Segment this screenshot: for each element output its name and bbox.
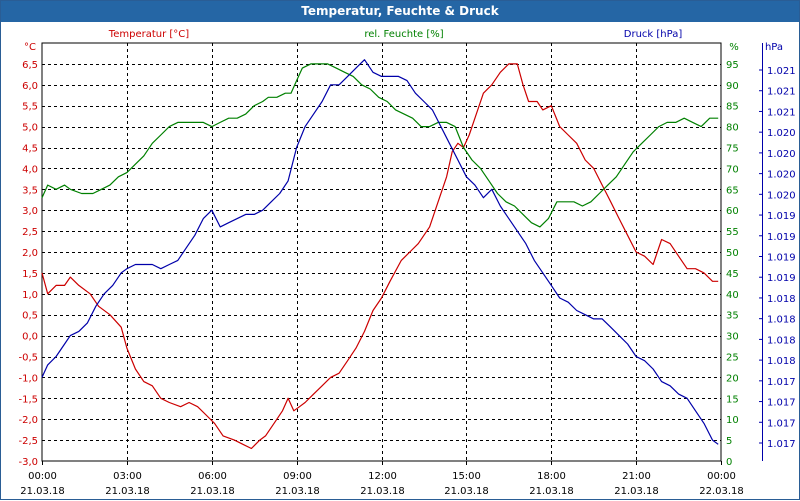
x-tick-time: 00:00: [28, 471, 57, 482]
temp-tick-label: 4,0: [22, 164, 38, 175]
pressure-tick-label: 1.019: [767, 273, 796, 284]
x-tick-time: 03:00: [113, 471, 142, 482]
humidity-tick-label: 35: [726, 311, 739, 322]
pressure-unit-label: hPa: [765, 42, 783, 53]
x-tick-time: 18:00: [537, 471, 566, 482]
temp-tick-label: 5,5: [22, 102, 38, 113]
x-tick-date: 21.03.18: [20, 486, 65, 497]
pressure-tick-label: 1.018: [767, 335, 796, 346]
pressure-tick-label: 1.017: [767, 377, 796, 388]
grid: [41, 42, 763, 465]
pressure-tick-label: 1.019: [767, 232, 796, 243]
humidity-tick-label: 5: [726, 436, 732, 447]
humidity-tick-label: 60: [726, 206, 739, 217]
temp-tick-label: -1,0: [18, 373, 38, 384]
pressure-tick-label: 1.021: [767, 87, 796, 98]
humidity-tick-label: 85: [726, 102, 739, 113]
x-tick-date: 22.03.18: [699, 486, 744, 497]
legend-humidity: rel. Feuchte [%]: [364, 29, 443, 40]
pressure-tick-label: 1.021: [767, 107, 796, 118]
x-tick-date: 21.03.18: [614, 486, 659, 497]
window-title: Temperatur, Feuchte & Druck: [1, 1, 799, 22]
pressure-tick-label: 1.018: [767, 356, 796, 367]
temp-tick-label: 1,5: [22, 269, 38, 280]
pressure-tick-label: 1.018: [767, 294, 796, 305]
temp-tick-label: -0,5: [18, 353, 38, 364]
pressure-tick-label: 1.021: [767, 66, 796, 77]
x-tick-time: 09:00: [283, 471, 312, 482]
x-tick-time: 00:00: [707, 471, 736, 482]
pressure-tick-label: 1.020: [767, 128, 796, 139]
series-lines: [41, 59, 719, 450]
x-tick-date: 21.03.18: [444, 486, 489, 497]
x-tick-time: 06:00: [198, 471, 227, 482]
x-tick-date: 21.03.18: [529, 486, 574, 497]
pressure-tick-label: 1.019: [767, 253, 796, 264]
humidity-tick-label: 75: [726, 144, 739, 155]
temp-tick-label: 3,5: [22, 185, 38, 196]
humidity-tick-label: 55: [726, 227, 739, 238]
x-tick-date: 21.03.18: [105, 486, 150, 497]
temp-tick-label: 6,5: [22, 60, 38, 71]
humidity-series-line: [41, 63, 719, 228]
legend-temperature: Temperatur [°C]: [108, 29, 189, 40]
x-tick-date: 21.03.18: [275, 486, 320, 497]
humidity-tick-label: 50: [726, 248, 739, 259]
temp-tick-label: 1,0: [22, 290, 38, 301]
temp-tick-label: 4,5: [22, 144, 38, 155]
humidity-tick-label: 40: [726, 290, 739, 301]
pressure-tick-label: 1.019: [767, 211, 796, 222]
pressure-tick-label: 1.020: [767, 170, 796, 181]
temp-tick-label: 2,0: [22, 248, 38, 259]
temp-tick-label: -2,0: [18, 415, 38, 426]
humidity-tick-label: 10: [726, 415, 739, 426]
temp-tick-label: 5,0: [22, 123, 38, 134]
pressure-tick-label: 1.018: [767, 315, 796, 326]
humidity-tick-label: 45: [726, 269, 739, 280]
temp-tick-label: 0,5: [22, 311, 38, 322]
humidity-tick-label: 90: [726, 81, 739, 92]
humidity-unit-label: %: [729, 42, 739, 53]
legend-pressure: Druck [hPa]: [624, 29, 683, 40]
temp-tick-label: 0,0: [22, 332, 38, 343]
x-tick-time: 12:00: [368, 471, 397, 482]
pressure-series-line: [41, 59, 719, 445]
humidity-tick-label: 65: [726, 185, 739, 196]
humidity-tick-label: 15: [726, 394, 739, 405]
x-tick-date: 21.03.18: [360, 486, 405, 497]
temp-tick-label: -3,0: [18, 457, 38, 468]
x-tick-time: 15:00: [452, 471, 481, 482]
pressure-tick-label: 1.020: [767, 190, 796, 201]
humidity-tick-label: 25: [726, 353, 739, 364]
temp-unit-label: °C: [24, 42, 36, 53]
humidity-tick-label: 30: [726, 332, 739, 343]
pressure-tick-label: 1.017: [767, 439, 796, 450]
pressure-tick-label: 1.020: [767, 149, 796, 160]
temp-tick-label: -2,5: [18, 436, 38, 447]
humidity-tick-label: 20: [726, 373, 739, 384]
humidity-tick-label: 80: [726, 123, 739, 134]
x-tick-time: 21:00: [622, 471, 651, 482]
humidity-tick-label: 95: [726, 60, 739, 71]
pressure-tick-label: 1.017: [767, 418, 796, 429]
x-tick-date: 21.03.18: [190, 486, 235, 497]
temp-tick-label: 2,5: [22, 227, 38, 238]
humidity-tick-label: 70: [726, 164, 739, 175]
pressure-tick-label: 1.017: [767, 398, 796, 409]
temp-tick-label: -1,5: [18, 394, 38, 405]
temp-tick-label: 6,0: [22, 81, 38, 92]
temp-tick-label: 3,0: [22, 206, 38, 217]
axis-labels: 00:00 21.03.18 03:00 21.03.18 06:00 21.03.18 0…: [18, 29, 795, 497]
temperature-series-line: [41, 63, 719, 450]
humidity-tick-label: 0: [726, 457, 732, 468]
